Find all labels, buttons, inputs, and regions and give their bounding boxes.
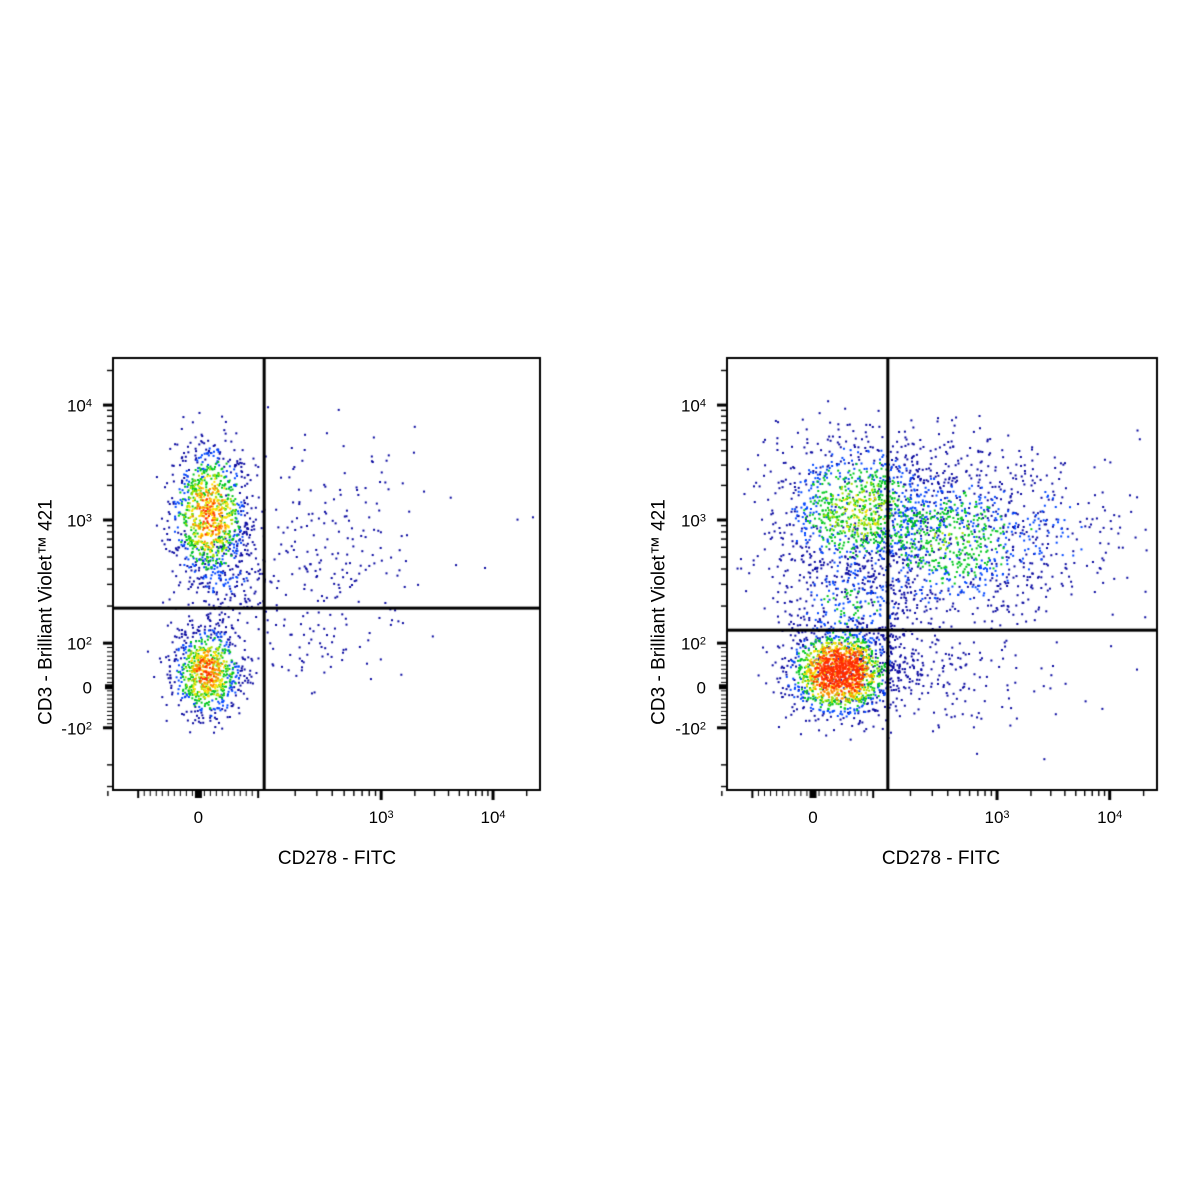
y-tick-label: 102	[66, 634, 92, 654]
y-tick-label: 0	[696, 678, 706, 698]
y-tick-label: 104	[680, 396, 706, 416]
y-tick-label: 104	[66, 396, 92, 416]
x-tick-label: 104	[1097, 808, 1123, 827]
x-axis-title-right: CD278 - FITC	[881, 848, 1001, 869]
y-tick-label: -102	[61, 719, 92, 739]
y-axis-title-right: CD3 - Brilliant Violet™ 421	[648, 499, 670, 725]
x-tick-label: 0	[808, 808, 818, 827]
y-tick-label: 102	[680, 634, 706, 654]
y-tick-label: 0	[82, 678, 92, 698]
y-axis-title-left: CD3 - Brilliant Violet™ 421	[35, 499, 57, 725]
x-tick-label: 0	[193, 808, 204, 827]
y-tick-label: -102	[675, 719, 706, 739]
y-tick-label: 103	[680, 511, 706, 531]
x-axis-title-left: CD278 - FITC	[277, 848, 397, 869]
x-tick-label: 104	[480, 808, 506, 827]
x-tick-label: 103	[368, 808, 394, 827]
x-tick-label: 103	[984, 808, 1010, 827]
y-tick-label: 103	[66, 511, 92, 531]
